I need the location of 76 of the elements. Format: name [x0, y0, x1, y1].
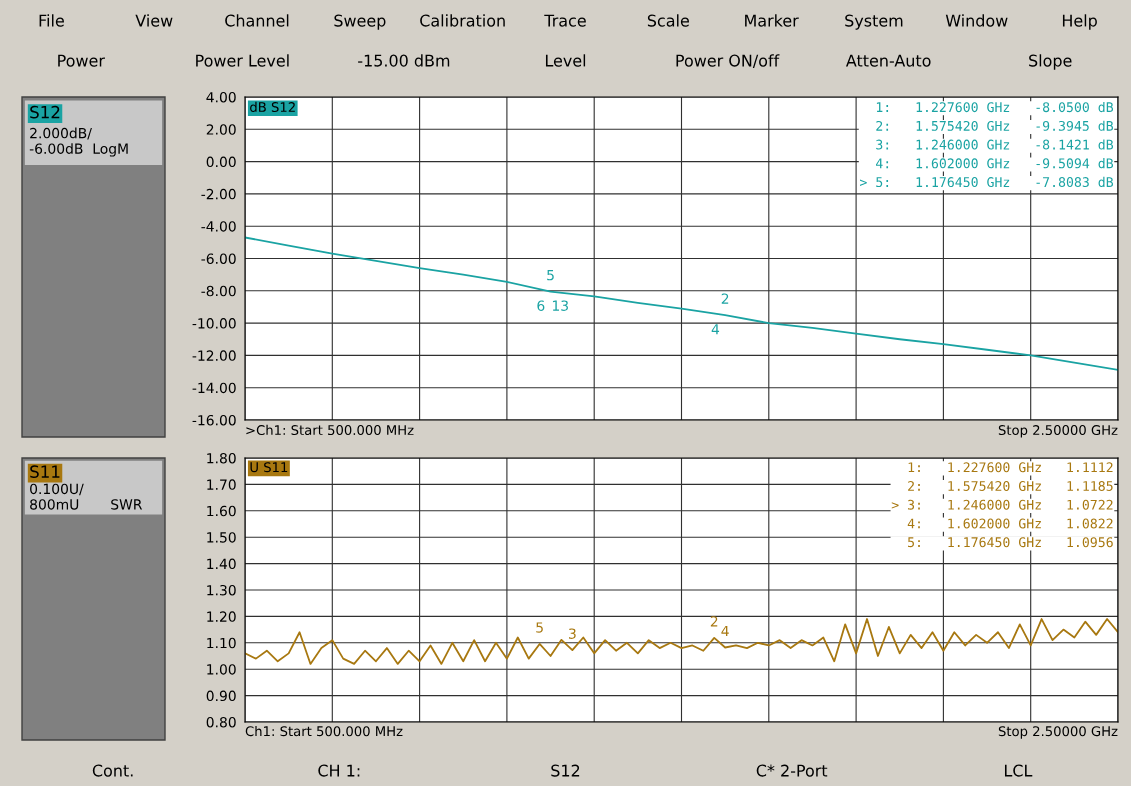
text: Calibration — [420, 14, 505, 27]
line-series — [245, 236, 1118, 371]
y-tick-label: 0.80 — [206, 716, 236, 728]
text: Channel — [225, 14, 289, 27]
text: S12 — [551, 764, 580, 777]
y-tick-label: 1.80 — [207, 452, 236, 464]
text: Stop 2.50000 GHz — [998, 726, 1118, 739]
annotation: 5: 1.176450 GHz 1.0956 — [908, 537, 1113, 548]
text: S11 — [30, 465, 60, 478]
y-tick-label: -4.00 — [201, 221, 236, 232]
text: System — [845, 14, 903, 30]
y-tick-label: -10.00 — [192, 318, 236, 329]
y-tick-label: 0.90 — [206, 690, 236, 702]
text: S12 — [30, 105, 60, 119]
annotation: dB S12 — [250, 101, 295, 113]
text: Slope — [1029, 54, 1072, 70]
text: >Ch1: Start 500.000 MHz — [246, 424, 414, 436]
y-tick-label: 1.70 — [207, 479, 236, 490]
text: Ch1: Start 500.000 MHz — [245, 725, 403, 737]
annotation: 3 — [569, 628, 576, 639]
y-tick-label: 0.00 — [206, 156, 236, 168]
annotation: 3: 1.246000 GHz -8.1421 dB — [876, 139, 1114, 150]
y-tick-label: 1.00 — [207, 664, 236, 675]
annotation: 4: 1.602000 GHz -9.5094 dB — [875, 158, 1114, 169]
text: Sweep — [334, 14, 386, 30]
text: Atten-Auto — [845, 54, 931, 67]
annotation: 2 — [710, 616, 718, 627]
annotation: 4 — [711, 324, 720, 335]
text: Trace — [544, 14, 586, 27]
annotation: 1: 1.227600 GHz -8.0500 dB — [876, 101, 1114, 113]
y-tick-label: 1.40 — [207, 558, 236, 570]
annotation: 6 — [537, 300, 545, 311]
text: Power — [58, 54, 105, 67]
text: File — [39, 14, 64, 27]
annotation: 5 — [547, 270, 554, 281]
y-tick-label: 1.30 — [207, 584, 236, 596]
line-series — [245, 618, 1118, 665]
text: 0.100U/ 800mU SWR — [30, 483, 143, 510]
text: Power Level — [196, 54, 289, 67]
text: Window — [945, 14, 1008, 27]
text: Scale — [647, 14, 689, 27]
text: -15.00 dBm — [358, 54, 450, 67]
y-tick-label: -2.00 — [201, 188, 236, 200]
y-tick-label: 1.60 — [207, 505, 236, 517]
annotation: > 3: 1.246000 GHz 1.0722 — [891, 499, 1113, 510]
text: Power ON/off — [676, 54, 780, 68]
y-tick-label: 1.10 — [207, 637, 236, 649]
text: Level — [545, 54, 586, 67]
annotation: 5 — [536, 622, 543, 633]
text: CH 1: — [318, 764, 360, 777]
annotation: 2 — [721, 293, 729, 304]
text: Cont. — [92, 764, 133, 777]
y-tick-label: 1.50 — [207, 532, 236, 543]
y-tick-label: -12.00 — [192, 350, 236, 361]
text: Help — [1062, 14, 1097, 30]
y-tick-label: 2.00 — [206, 124, 236, 135]
text: 2.000dB/ -6.00dB LogM — [29, 127, 128, 157]
text: View — [135, 14, 173, 27]
text: C* 2-Port — [756, 764, 828, 777]
text: LCL — [1004, 764, 1033, 777]
y-tick-label: -6.00 — [201, 253, 236, 264]
annotation: 2: 1.575420 GHz -9.3945 dB — [876, 120, 1114, 131]
text: Marker — [745, 14, 799, 27]
annotation: 4 — [721, 625, 729, 637]
y-tick-label: -14.00 — [192, 382, 236, 394]
y-tick-label: -16.00 — [192, 414, 236, 426]
annotation: U S11 — [250, 462, 288, 473]
y-tick-label: 4.00 — [206, 91, 236, 103]
annotation: 1: 1.227600 GHz 1.1112 — [908, 462, 1113, 473]
text: Stop 2.50000 GHz — [998, 425, 1118, 438]
y-tick-label: 1.20 — [207, 611, 236, 622]
annotation: 13 — [552, 300, 568, 311]
annotation: 2: 1.575420 GHz 1.1185 — [908, 481, 1113, 491]
annotation: > 5: 1.176450 GHz -7.8083 dB — [860, 176, 1114, 188]
annotation: 4: 1.602000 GHz 1.0822 — [907, 518, 1113, 529]
y-tick-label: -8.00 — [201, 285, 236, 297]
